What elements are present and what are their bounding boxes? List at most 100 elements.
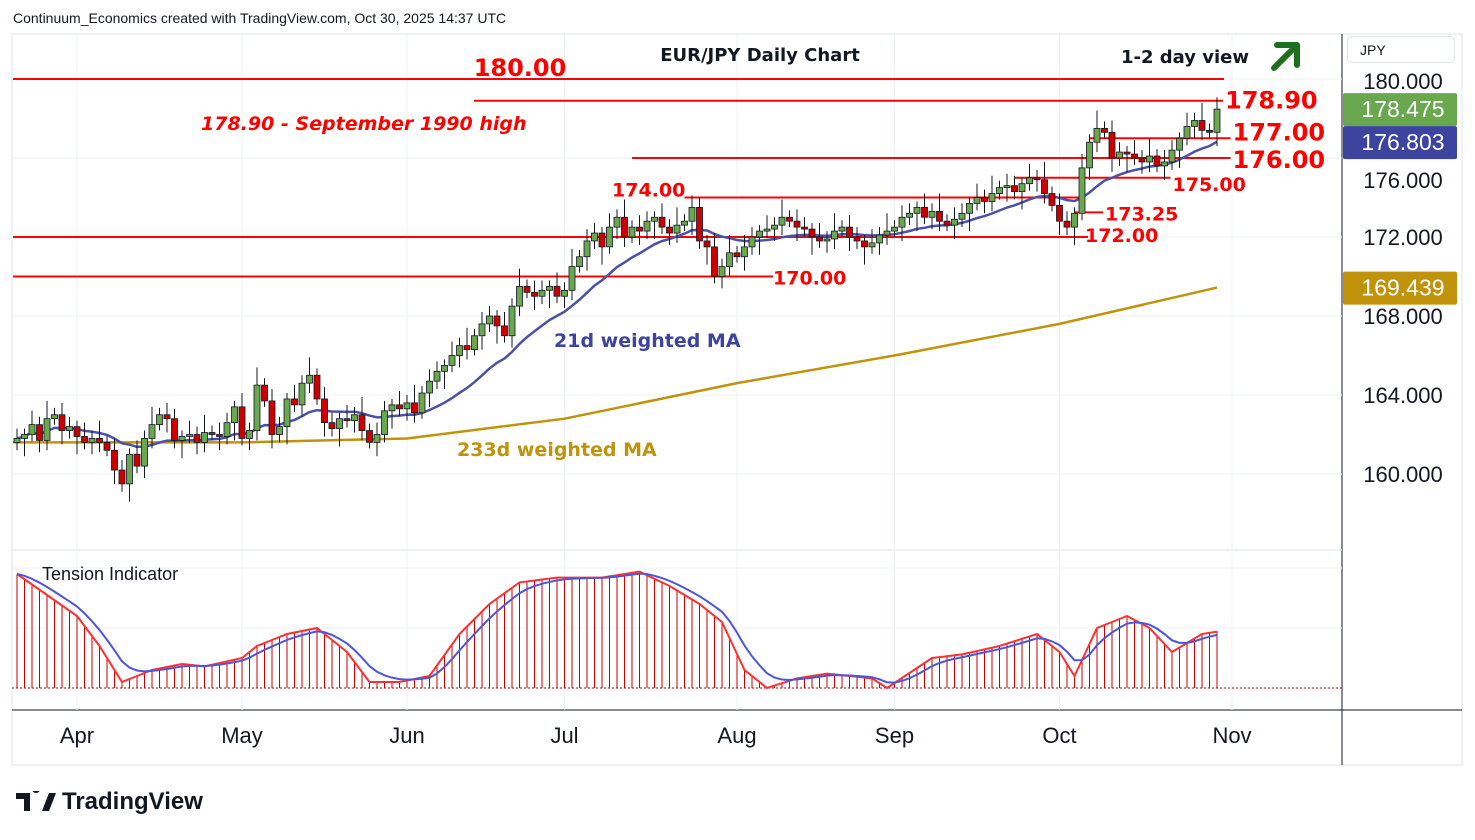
candle-body — [306, 374, 313, 384]
candle — [763, 215, 771, 238]
candle-body — [501, 325, 508, 337]
tradingview-logo[interactable]: TradingView — [16, 788, 203, 816]
candle-body — [898, 216, 906, 228]
candle-body — [456, 345, 463, 356]
candle — [831, 213, 838, 249]
candle-body — [508, 305, 516, 337]
candle — [1056, 193, 1063, 236]
candle-body — [366, 430, 373, 443]
candle-body — [628, 226, 636, 238]
candle — [823, 231, 831, 253]
candle-body — [741, 246, 748, 258]
level-label: 175.00 — [1173, 174, 1246, 196]
candle-body — [996, 187, 1003, 194]
candle — [43, 400, 51, 451]
candle-body — [133, 453, 141, 467]
candle-body — [1041, 179, 1048, 194]
candle-body — [73, 426, 81, 437]
candle — [756, 225, 763, 255]
candle — [606, 213, 613, 254]
candle — [388, 398, 396, 429]
candle — [718, 258, 726, 289]
candle — [883, 213, 891, 245]
candle — [748, 227, 756, 255]
candle — [1048, 186, 1056, 212]
candle — [261, 378, 268, 407]
candle-body — [1011, 185, 1018, 192]
tension-line — [16, 570, 1218, 690]
currency-selector[interactable]: JPY — [1347, 36, 1455, 63]
candle-body — [853, 236, 861, 242]
candle — [216, 422, 223, 451]
candle-body — [651, 216, 658, 222]
candle-body — [673, 224, 681, 234]
candle-body — [1198, 120, 1206, 131]
candle-body — [381, 410, 388, 435]
candle-body — [823, 238, 831, 242]
candle-body — [1063, 220, 1071, 228]
candle-body — [1018, 183, 1026, 192]
candle — [876, 227, 883, 255]
candle — [13, 428, 21, 451]
candle-body — [1213, 108, 1221, 133]
time-tick: Nov — [1212, 723, 1251, 748]
level-label: 177.00 — [1233, 118, 1326, 146]
candle — [21, 428, 28, 457]
candle-body — [186, 434, 193, 437]
candle-body — [1176, 137, 1183, 151]
candle-body — [298, 382, 306, 406]
candle — [88, 430, 96, 455]
candle-body — [703, 240, 711, 248]
candle — [246, 422, 253, 451]
candle-body — [793, 220, 801, 228]
candle-body — [193, 434, 201, 443]
candle — [1086, 134, 1093, 180]
level-label: 172.00 — [1085, 225, 1158, 247]
candle — [711, 233, 718, 284]
candle-body — [388, 404, 396, 412]
candle — [501, 312, 508, 343]
candle-body — [606, 226, 613, 248]
candle-body — [973, 197, 981, 204]
tradingview-logo-icon — [16, 791, 56, 811]
candle — [208, 425, 216, 441]
candle — [913, 201, 921, 232]
candle — [808, 223, 816, 255]
candle — [58, 402, 66, 445]
time-axis[interactable]: Apr May Jun Jul Aug Sep Oct Nov — [60, 723, 1252, 748]
tension-indicator — [12, 570, 1342, 690]
candle — [1003, 173, 1011, 202]
candles — [13, 97, 1221, 502]
candle — [231, 400, 238, 441]
candle-body — [463, 345, 471, 350]
time-tick: Oct — [1042, 723, 1076, 748]
candle-body — [613, 216, 621, 228]
candle-body — [538, 289, 546, 297]
candle-body — [1168, 149, 1176, 163]
candle — [51, 407, 58, 425]
badge-bg — [1343, 271, 1457, 305]
candle-body — [291, 398, 298, 406]
candle-body — [1048, 193, 1056, 206]
badge-bg — [1343, 126, 1457, 160]
candle-body — [928, 210, 936, 218]
candle — [516, 268, 523, 316]
price-tick: 168.000 — [1363, 304, 1443, 329]
tension-title: Tension Indicator — [42, 564, 178, 584]
candle-body — [58, 414, 66, 431]
candle-body — [733, 252, 741, 258]
candle-body — [28, 424, 36, 435]
last-price-badge: 178.475 — [1343, 93, 1457, 127]
candle-body — [13, 438, 21, 443]
candle-body — [1161, 161, 1168, 167]
candle — [531, 280, 538, 311]
candle — [958, 203, 966, 228]
candle-body — [43, 418, 51, 441]
price-axis[interactable]: 180.000 176.000 172.000 168.000 164.000 160.0… — [1363, 69, 1443, 487]
brand-name: TradingView — [62, 788, 203, 815]
candle-body — [681, 220, 688, 226]
badge-value: 169.439 — [1361, 275, 1444, 301]
candle-body — [696, 206, 703, 242]
candle — [373, 422, 381, 457]
